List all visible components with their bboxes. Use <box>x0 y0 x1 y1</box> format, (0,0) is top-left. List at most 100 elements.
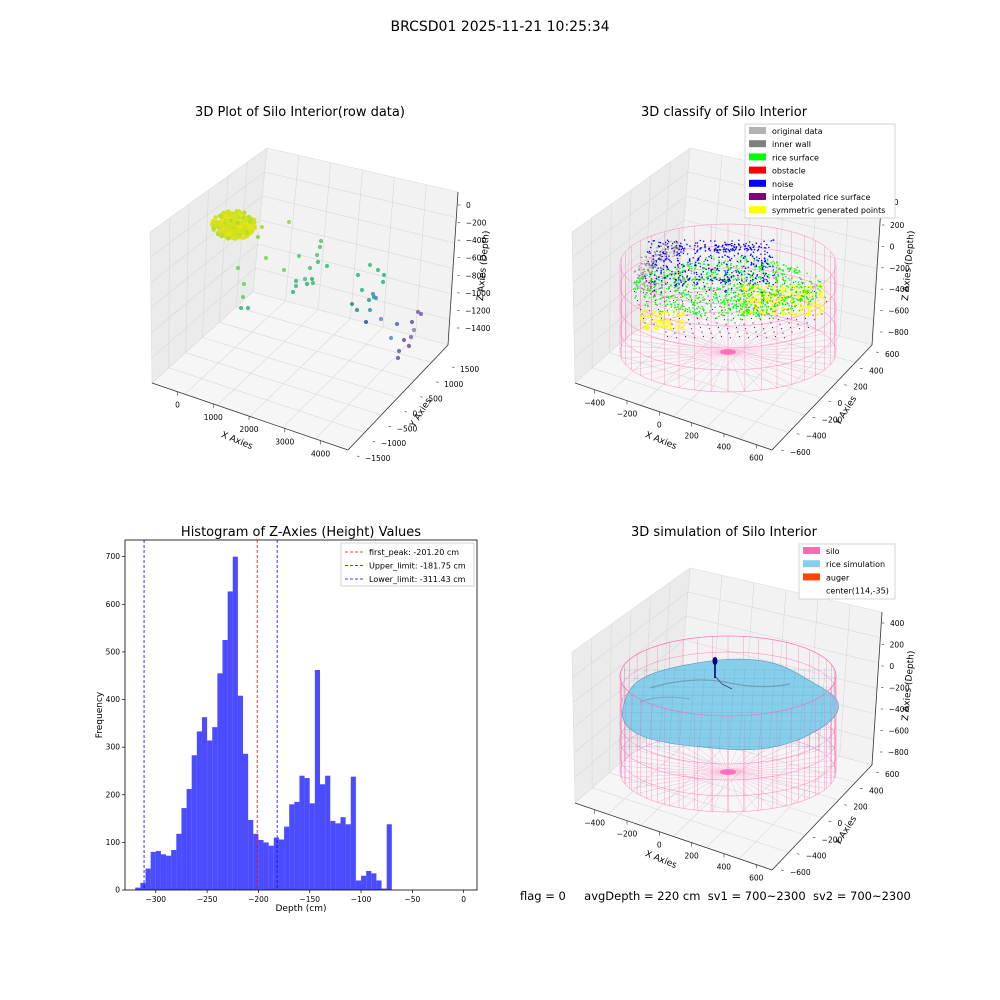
rice-surface-point <box>698 310 701 313</box>
rice-surface-point <box>743 281 745 283</box>
rice-surface-point <box>797 271 799 274</box>
legend-label: center(114,-35) <box>826 587 889 596</box>
interpolated-point <box>779 323 781 325</box>
inner-wall-point <box>650 260 653 263</box>
symmetric-point <box>805 313 808 316</box>
rice-surface-point <box>762 297 765 299</box>
noise-point <box>662 243 664 245</box>
interpolated-point <box>737 331 739 333</box>
silo-spoke <box>631 351 729 371</box>
noise-point <box>683 247 686 249</box>
noise-point <box>756 275 758 277</box>
symmetric-point <box>667 318 670 321</box>
noise-point <box>703 285 706 288</box>
noise-point <box>758 246 760 248</box>
rice-surface-point <box>764 291 767 294</box>
interpolated-point <box>719 305 721 307</box>
symmetric-point <box>823 292 826 295</box>
noise-point <box>671 247 673 250</box>
symmetric-point <box>753 299 756 302</box>
symmetric-point <box>811 292 814 295</box>
noise-point <box>761 261 763 264</box>
interpolated-point <box>648 281 651 284</box>
data-point <box>238 213 244 218</box>
rice-surface-point <box>703 309 705 312</box>
rice-surface-point <box>694 267 697 270</box>
noise-point <box>709 240 712 242</box>
noise-point <box>726 263 728 266</box>
rice-surface-point <box>795 291 798 294</box>
rice-surface-point <box>789 307 792 310</box>
rice-surface-point <box>775 281 778 284</box>
symmetric-point <box>819 310 822 313</box>
rice-surface-point <box>783 273 786 275</box>
silo-spoke <box>727 771 819 794</box>
rice-surface-point <box>755 315 757 318</box>
rice-surface-point <box>735 287 738 289</box>
noise-point <box>704 245 706 247</box>
data-point <box>220 223 225 228</box>
histogram-bar <box>340 817 346 890</box>
rice-surface-point <box>729 309 732 311</box>
noise-point <box>727 276 729 279</box>
symmetric-point <box>784 313 787 316</box>
rice-surface-point <box>714 297 717 299</box>
rice-surface-point <box>788 304 790 307</box>
symmetric-point <box>760 286 763 289</box>
symmetric-point <box>764 297 767 300</box>
rice-surface-point <box>777 273 779 276</box>
noise-point <box>644 275 646 278</box>
rice-surface-point <box>795 304 797 307</box>
noise-point <box>723 280 725 282</box>
rice-surface-point <box>739 297 742 300</box>
interpolated-point <box>701 331 703 333</box>
noise-point <box>649 273 652 276</box>
silo-spoke <box>727 771 799 803</box>
tick-mark <box>812 417 816 419</box>
noise-point <box>702 267 704 269</box>
tick-mark <box>780 869 784 871</box>
interpolated-point <box>716 296 718 298</box>
noise-point <box>688 278 691 281</box>
noise-point <box>680 279 682 282</box>
noise-point <box>723 278 726 281</box>
rice-surface-point <box>636 286 639 288</box>
silo-spoke <box>727 345 835 353</box>
inner-wall-point <box>643 283 645 286</box>
rice-surface-point <box>691 301 693 304</box>
tick-label: 0 <box>115 886 120 895</box>
rice-surface-point <box>786 308 788 311</box>
rice-surface-point <box>777 292 780 294</box>
rice-surface-point <box>692 307 694 309</box>
data-point <box>281 267 287 273</box>
tick-label: 0 <box>461 895 466 904</box>
noise-point <box>723 261 725 264</box>
rice-surface-point <box>685 294 688 296</box>
noise-point <box>664 259 667 261</box>
rice-surface-point <box>712 271 715 274</box>
tick-label: −600 <box>790 448 811 457</box>
rice-surface-point <box>723 314 726 317</box>
legend-label: Lower_limit: -311.43 cm <box>369 575 466 584</box>
data-point <box>235 265 241 271</box>
rice-surface-point <box>710 305 712 308</box>
rice-surface-point <box>689 311 692 314</box>
symmetric-point <box>658 315 661 318</box>
rice-surface-point <box>809 299 812 302</box>
tick-mark <box>356 455 360 457</box>
rice-surface-point <box>757 290 759 293</box>
tick-label: 100 <box>106 838 121 847</box>
data-point <box>233 229 238 234</box>
noise-point <box>698 278 701 281</box>
noise-point <box>674 272 677 275</box>
rice-surface-point <box>683 289 685 292</box>
rice-surface-point <box>744 303 747 306</box>
noise-point <box>761 262 763 265</box>
rice-surface-point <box>660 297 662 300</box>
symmetric-point <box>813 300 816 303</box>
noise-point <box>730 267 732 269</box>
rice-surface-point <box>693 301 695 304</box>
rice-surface-point <box>772 271 775 273</box>
silo-spoke <box>624 771 729 784</box>
rice-surface-point <box>724 279 727 282</box>
